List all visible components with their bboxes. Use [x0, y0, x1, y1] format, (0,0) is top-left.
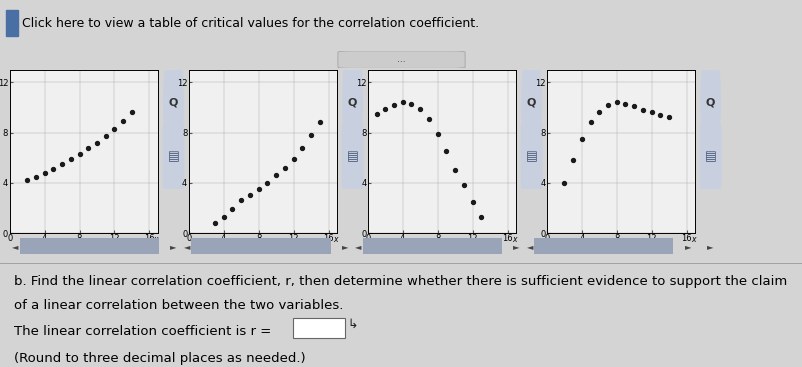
Point — [592, 109, 605, 115]
Point — [99, 133, 112, 139]
Point — [662, 115, 674, 120]
Text: x: x — [332, 235, 337, 244]
Point — [116, 118, 129, 124]
Point — [82, 145, 95, 150]
Point — [225, 206, 238, 212]
Point — [557, 180, 570, 186]
Text: ...: ... — [397, 55, 405, 64]
Point — [217, 214, 230, 219]
Text: ►: ► — [342, 242, 348, 251]
Text: ▤: ▤ — [525, 150, 537, 163]
Point — [387, 102, 400, 108]
Text: ►: ► — [170, 242, 176, 251]
Bar — [20, 238, 159, 254]
Point — [457, 182, 470, 188]
Text: ◄: ◄ — [526, 242, 533, 251]
Point — [21, 177, 34, 183]
Point — [575, 136, 588, 142]
FancyBboxPatch shape — [699, 124, 721, 189]
FancyBboxPatch shape — [341, 124, 363, 189]
Text: Click here to view a table of critical values for the correlation coefficient.: Click here to view a table of critical v… — [22, 17, 479, 30]
Point — [583, 120, 596, 126]
Text: Q: Q — [526, 97, 536, 108]
Point — [370, 111, 383, 117]
Point — [47, 166, 59, 172]
Point — [295, 145, 308, 150]
Text: The linear correlation coefficient is r =: The linear correlation coefficient is r … — [14, 325, 271, 338]
Circle shape — [521, 40, 541, 164]
Point — [269, 172, 282, 178]
Text: ►: ► — [512, 242, 519, 251]
Point — [396, 99, 409, 105]
Point — [439, 148, 452, 154]
Text: ◄: ◄ — [354, 242, 361, 251]
Text: ↳: ↳ — [347, 318, 358, 331]
Point — [313, 120, 326, 126]
Point — [55, 161, 68, 167]
Point — [566, 157, 579, 163]
Bar — [363, 238, 501, 254]
Text: ◄: ◄ — [12, 242, 18, 251]
Text: ►: ► — [684, 242, 691, 251]
FancyBboxPatch shape — [293, 318, 345, 338]
Bar — [6, 10, 18, 36]
Circle shape — [164, 40, 183, 164]
Point — [91, 140, 103, 146]
Text: x: x — [690, 235, 695, 244]
Point — [466, 199, 479, 204]
Text: of a linear correlation between the two variables.: of a linear correlation between the two … — [14, 299, 343, 312]
Text: (Round to three decimal places as needed.): (Round to three decimal places as needed… — [14, 352, 306, 366]
Bar — [191, 238, 330, 254]
Text: ◄: ◄ — [184, 242, 190, 251]
Text: Q: Q — [168, 97, 178, 108]
Text: x: x — [511, 235, 516, 244]
Point — [278, 165, 291, 171]
Point — [448, 167, 461, 173]
Point — [243, 192, 256, 198]
Point — [304, 132, 317, 138]
Text: x: x — [153, 235, 158, 244]
Point — [38, 170, 51, 176]
Point — [64, 156, 77, 162]
Text: ▤: ▤ — [704, 150, 715, 163]
Point — [252, 186, 265, 192]
FancyBboxPatch shape — [520, 124, 542, 189]
FancyBboxPatch shape — [338, 51, 464, 68]
Point — [474, 214, 487, 219]
Point — [636, 107, 649, 113]
Circle shape — [342, 40, 362, 164]
Point — [73, 151, 86, 157]
Text: ►: ► — [707, 242, 713, 251]
FancyBboxPatch shape — [162, 124, 184, 189]
Point — [601, 102, 614, 108]
Text: Q: Q — [705, 97, 715, 108]
Point — [645, 109, 658, 115]
Point — [627, 103, 640, 109]
Point — [209, 220, 221, 226]
Point — [234, 197, 247, 203]
Text: b. Find the linear correlation coefficient, r, then determine whether there is s: b. Find the linear correlation coefficie… — [14, 275, 787, 288]
Point — [422, 116, 435, 122]
Point — [125, 109, 138, 115]
Point — [431, 131, 444, 137]
Point — [108, 126, 121, 132]
Text: Q: Q — [347, 97, 357, 108]
Point — [653, 112, 666, 118]
Point — [610, 99, 622, 105]
Text: ▤: ▤ — [346, 150, 358, 163]
Point — [261, 180, 273, 186]
Bar — [533, 238, 673, 254]
Point — [287, 156, 300, 162]
Point — [379, 106, 391, 112]
Point — [413, 106, 426, 112]
Text: ▤: ▤ — [168, 150, 179, 163]
Point — [30, 174, 43, 179]
Point — [618, 101, 631, 106]
Circle shape — [700, 40, 719, 164]
Point — [404, 101, 417, 106]
